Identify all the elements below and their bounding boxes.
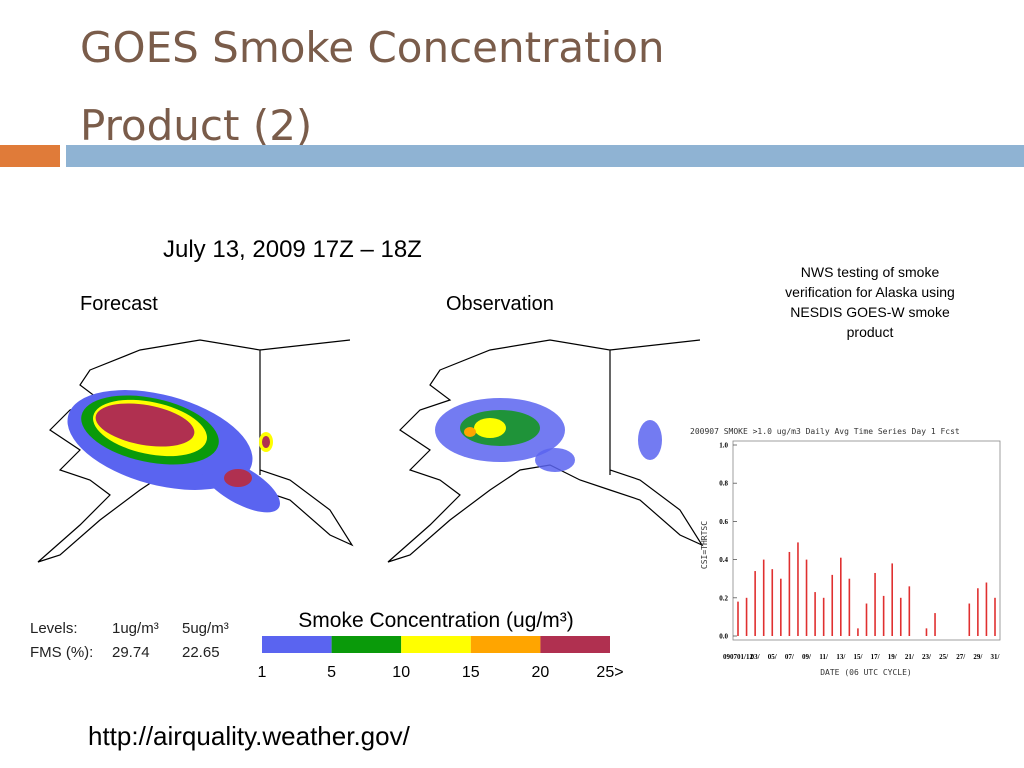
colorbar-segment xyxy=(540,636,610,653)
bar xyxy=(745,597,748,636)
colorbar: Smoke Concentration (ug/m³)1 5 10 15 20 25> xyxy=(258,609,624,681)
plot-frame xyxy=(732,440,1001,641)
bar xyxy=(891,563,893,636)
bar xyxy=(908,586,911,636)
colorbar-segment xyxy=(331,636,402,653)
x-tick-label: 15/ xyxy=(853,653,863,661)
bar xyxy=(874,572,876,636)
table-cell: 29.74 xyxy=(112,644,150,661)
bar xyxy=(882,595,885,636)
colorbar-tick-label: 15 xyxy=(462,664,480,681)
bar xyxy=(814,592,816,636)
observation-smoke xyxy=(435,398,662,472)
bar xyxy=(899,597,902,636)
bar xyxy=(857,628,859,636)
bar xyxy=(805,559,808,636)
colorbar-tick-label: 20 xyxy=(532,664,550,681)
x-tick-label: 03/ xyxy=(751,653,761,661)
chart-title: 200907 SMOKE >1.0 ug/m3 Daily Avg Time S… xyxy=(690,427,960,436)
x-tick-label: 09/ xyxy=(802,653,812,661)
x-tick-label: 13/ xyxy=(836,653,846,661)
x-tick-label: 17/ xyxy=(871,653,881,661)
accent-bar xyxy=(66,145,1024,167)
bar xyxy=(822,597,825,636)
colorbar-tick-label: 5 xyxy=(327,664,336,681)
x-tick-label: 07/ xyxy=(785,653,795,661)
colorbar-segment xyxy=(470,636,541,653)
bar xyxy=(780,578,782,636)
bar xyxy=(754,571,756,636)
colorbar-tick-label: 1 xyxy=(258,664,267,681)
date: July 13, 2009 17Z – 18Z xyxy=(163,236,422,263)
bar xyxy=(788,551,791,636)
bar xyxy=(925,628,928,636)
y-axis-label: CSI=THRTSC xyxy=(700,521,709,569)
x-tick-label: 090701/12 xyxy=(723,653,753,661)
colorbar-tick-label: 10 xyxy=(392,664,410,681)
panel-label: Forecast xyxy=(80,293,158,315)
table-cell: 5ug/m³ xyxy=(182,620,229,637)
table-cell: FMS (%): xyxy=(30,644,93,661)
panel-label: Observation xyxy=(446,293,554,315)
table-cell: 1ug/m³ xyxy=(112,620,159,637)
colorbar-tick-label: 25> xyxy=(596,664,623,681)
title-line: GOES Smoke Concentration xyxy=(80,23,665,72)
note: NWS testing of smoke verification for Al… xyxy=(785,264,955,340)
colorbar-title: Smoke Concentration (ug/m³) xyxy=(298,609,573,632)
colorbar-segment xyxy=(401,636,471,653)
y-tick-label: 0.2 xyxy=(719,594,728,602)
y-tick-label: 0.0 xyxy=(719,633,728,641)
x-tick-label: 23/ xyxy=(922,653,932,661)
bar xyxy=(968,603,971,636)
y-tick-label: 1.0 xyxy=(719,442,728,450)
bar xyxy=(994,597,996,636)
x-tick-label: 31/ xyxy=(991,653,1001,661)
y-tick-label: 0.6 xyxy=(719,518,728,526)
bar xyxy=(848,578,851,636)
bar xyxy=(737,601,739,636)
url[interactable]: http://airquality.weather.gov/ xyxy=(88,721,411,751)
bar xyxy=(934,613,936,636)
levels-table: Levels: 1ug/m³ 5ug/m³ FMS (%): 29.74 22.65 xyxy=(30,620,229,661)
bar-chart: 200907 SMOKE >1.0 ug/m3 Daily Avg Time S… xyxy=(690,427,1001,677)
x-tick-label: 21/ xyxy=(905,653,915,661)
bar xyxy=(762,559,765,636)
bar xyxy=(985,582,988,636)
x-tick-label: 19/ xyxy=(888,653,898,661)
accent-bar xyxy=(0,145,60,167)
bar xyxy=(797,542,799,636)
bar xyxy=(831,574,834,636)
bar xyxy=(977,588,979,636)
bar xyxy=(771,569,774,636)
x-tick-label: 27/ xyxy=(956,653,966,661)
colorbar-segment xyxy=(262,636,332,653)
x-tick-label: 29/ xyxy=(973,653,983,661)
title-line: Product (2) xyxy=(80,101,312,150)
forecast-smoke xyxy=(67,390,280,513)
y-tick-label: 0.4 xyxy=(719,556,728,564)
bar xyxy=(865,603,868,636)
x-tick-label: 11/ xyxy=(819,653,829,661)
table-cell: Levels: xyxy=(30,620,78,637)
table-cell: 22.65 xyxy=(182,644,220,661)
x-tick-label: 25/ xyxy=(939,653,949,661)
y-tick-label: 0.8 xyxy=(719,480,728,488)
x-tick-label: 05/ xyxy=(768,653,778,661)
bar xyxy=(840,557,842,636)
x-axis-label: DATE (06 UTC CYCLE) xyxy=(820,668,912,677)
